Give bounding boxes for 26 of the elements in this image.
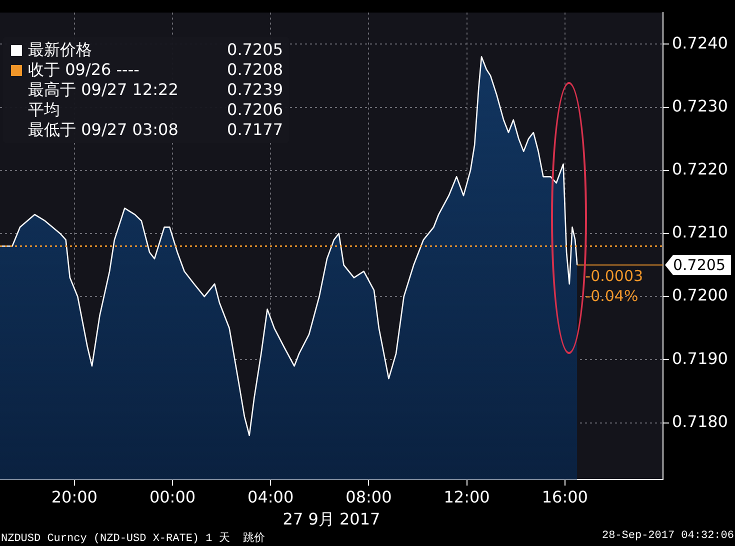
x-tick-label: 12:00 — [444, 487, 490, 506]
y-tick-label: 0.7190 — [672, 348, 728, 368]
text: 最低于 09/27 03:08 0.7177 — [28, 120, 283, 139]
y-tick-label: 0.7200 — [672, 286, 728, 305]
text: 28-Sep-2017 04:32:06 — [602, 530, 734, 542]
annotation: 0.7208 — [227, 60, 283, 80]
y-tick-label: 0.7220 — [672, 160, 728, 179]
x-axis-title: 27 9月 2017 — [282, 510, 380, 529]
y-tick-label: 0.7230 — [672, 96, 728, 116]
annotation: 0.7205 — [673, 256, 726, 274]
annotation: 0.7205 — [227, 40, 283, 60]
annotation: -0.0003 — [585, 266, 644, 285]
x-tick-label: 16:00 — [542, 487, 588, 506]
x-tick-label: 20:00 — [51, 487, 98, 506]
text: 最高于 09/27 12:22 0.7239 — [28, 80, 283, 99]
annotation: -0.04% — [585, 286, 638, 305]
text: 平均 0.7206 — [28, 100, 283, 119]
y-tick-label: 0.7210 — [672, 222, 728, 242]
text: NZDUSD Curncy (NZD-USD X-RATE) 1 天 跳价 — [1, 531, 266, 545]
x-tick-label: 08:00 — [346, 487, 392, 506]
y-tick-label: 0.7240 — [672, 33, 728, 52]
x-tick-label: 04:00 — [248, 487, 294, 506]
x-tick-label: 00:00 — [149, 487, 196, 506]
y-tick-label: 0.7180 — [672, 412, 728, 431]
legend-label: 最新价格 — [28, 40, 93, 60]
legend-label: 收于 09/26 ---- — [28, 60, 140, 80]
